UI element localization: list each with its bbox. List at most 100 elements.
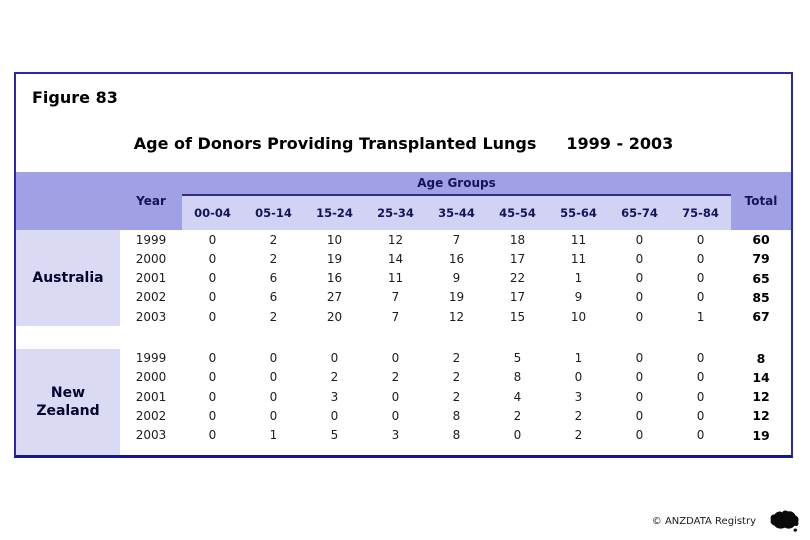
- value-cell: 2: [452, 389, 461, 404]
- value-cell: 0: [208, 290, 217, 305]
- value-cell: 19: [326, 251, 343, 266]
- value-cell: 8: [452, 408, 461, 423]
- value-cell: 2: [574, 428, 583, 443]
- table-row: 2002 0 0 0 0 8 2 2 0 0 12: [16, 406, 791, 425]
- value-cell: 0: [208, 389, 217, 404]
- value-cell: 5: [330, 428, 339, 443]
- value-cell: 0: [635, 251, 644, 266]
- value-cell: 0: [208, 428, 217, 443]
- year-cell: 2003: [135, 309, 167, 324]
- header-row-top: Year Age Groups Total: [16, 172, 792, 230]
- value-cell: 11: [387, 271, 404, 286]
- figure-title-text: Age of Donors Providing Transplanted Lun…: [133, 134, 537, 153]
- corner-header-cell: [16, 172, 120, 230]
- value-cell: 0: [696, 408, 705, 423]
- value-cell: 20: [326, 309, 343, 324]
- value-cell: 0: [269, 351, 278, 366]
- value-cell: 0: [391, 389, 400, 404]
- value-cell: 0: [635, 309, 644, 324]
- bottom-filler-row: [16, 444, 792, 455]
- value-cell: 0: [208, 408, 217, 423]
- value-cell: 0: [208, 309, 217, 324]
- year-cell: 2003: [135, 428, 167, 443]
- value-cell: 0: [696, 351, 705, 366]
- value-cell: 0: [330, 408, 339, 423]
- total-cell: 19: [752, 427, 770, 443]
- value-cell: 3: [391, 428, 400, 443]
- value-cell: 0: [208, 370, 217, 385]
- table-row: 2003 0 1 5 3 8 0 2 0 0 19: [16, 426, 791, 445]
- header-row-age-columns: 00-04 05-14 15-24 25-34 35-44 45-54 55-64 65-74…: [16, 195, 791, 230]
- table-row: 2002 0 6 27 7 19 17 9 0 0 85: [16, 288, 791, 307]
- year-cell: 1999: [135, 232, 167, 247]
- value-cell: 1: [696, 309, 705, 324]
- total-column-header: Total: [731, 172, 792, 230]
- value-cell: 17: [509, 251, 526, 266]
- table-row: Australia 1999 0 2 10 12 7 18 11 0 0 60: [16, 230, 791, 327]
- value-cell: 0: [696, 271, 705, 286]
- value-cell: 2: [391, 370, 400, 385]
- value-cell: 12: [387, 232, 404, 247]
- value-cell: 10: [570, 309, 587, 324]
- value-cell: 0: [391, 351, 400, 366]
- table-row: 2001 0 0 3 0 2 4 3 0 0 12: [16, 387, 791, 406]
- value-cell: 11: [570, 251, 587, 266]
- donor-age-table: Year Age Groups Total 00-04 05-14 15-24 25-…: [16, 172, 792, 455]
- year-cell: 2000: [135, 251, 167, 266]
- year-cell: 2001: [135, 271, 167, 286]
- total-cell: 67: [752, 309, 770, 325]
- value-cell: 0: [208, 232, 217, 247]
- table-row: 2003 0 2 20 7 12 15 10 0 1 67: [16, 307, 791, 326]
- age-column-header: 55-64: [548, 195, 609, 230]
- age-column-header: 00-04: [182, 195, 243, 230]
- value-cell: 15: [509, 309, 526, 324]
- value-cell: 0: [635, 389, 644, 404]
- value-cell: 2: [269, 251, 278, 266]
- year-cell: 2002: [135, 408, 167, 423]
- value-cell: 11: [570, 232, 587, 247]
- age-column-header: 05-14: [243, 195, 304, 230]
- australia-map-icon: [770, 510, 799, 532]
- year-cell: 2000: [135, 370, 167, 385]
- value-cell: 0: [208, 271, 217, 286]
- value-cell: 6: [269, 290, 278, 305]
- age-column-header: 75-84: [670, 195, 732, 230]
- value-cell: 0: [269, 408, 278, 423]
- figure-number-label: Figure 83: [32, 88, 118, 107]
- value-cell: 2: [452, 351, 461, 366]
- value-cell: 0: [330, 351, 339, 366]
- figure-panel: Figure 83 Age of Donors Providing Transp…: [14, 72, 793, 458]
- total-cell: 65: [752, 270, 770, 286]
- value-cell: 19: [448, 290, 465, 305]
- value-cell: 8: [513, 370, 522, 385]
- value-cell: 2: [269, 309, 278, 324]
- value-cell: 0: [696, 389, 705, 404]
- country-label: New Zealand: [16, 348, 120, 455]
- value-cell: 16: [448, 251, 465, 266]
- value-cell: 4: [513, 389, 522, 404]
- value-cell: 7: [391, 309, 400, 324]
- age-column-header: 15-24: [304, 195, 365, 230]
- value-cell: 14: [387, 251, 404, 266]
- value-cell: 0: [574, 370, 583, 385]
- value-cell: 2: [452, 370, 461, 385]
- value-cell: 0: [696, 370, 705, 385]
- value-cell: 0: [696, 290, 705, 305]
- total-cell: 12: [752, 408, 770, 424]
- value-cell: 16: [326, 271, 343, 286]
- year-cell: 2001: [135, 389, 167, 404]
- value-cell: 2: [269, 232, 278, 247]
- age-column-header: 25-34: [365, 195, 426, 230]
- year-cell: 2002: [135, 290, 167, 305]
- value-cell: 0: [269, 389, 278, 404]
- year-cell: 1999: [135, 351, 167, 366]
- value-cell: 8: [452, 428, 461, 443]
- value-cell: 0: [696, 232, 705, 247]
- total-cell: 14: [752, 369, 770, 385]
- value-cell: 5: [513, 351, 522, 366]
- year-column-header: Year: [120, 172, 182, 230]
- age-groups-header: Age Groups: [182, 172, 732, 196]
- value-cell: 0: [635, 428, 644, 443]
- value-cell: 12: [448, 309, 465, 324]
- value-cell: 3: [330, 389, 339, 404]
